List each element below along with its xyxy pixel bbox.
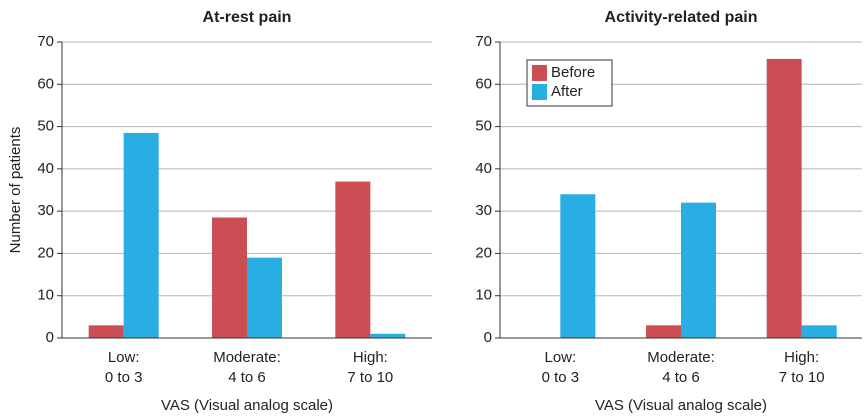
x-tick-label: Low: — [544, 349, 576, 366]
bar — [560, 194, 596, 338]
bar — [681, 202, 716, 338]
bar — [646, 325, 681, 338]
chart-title: Activity-related pain — [605, 9, 758, 26]
bar — [212, 217, 247, 338]
y-tick-label: 60 — [37, 75, 54, 92]
y-tick-label: 0 — [484, 329, 492, 346]
y-tick-label: 60 — [475, 75, 492, 92]
y-tick-label: 40 — [475, 160, 492, 177]
x-tick-label: High: — [353, 349, 388, 366]
chart: At-rest pain 0 10 20 30 40 50 60 70 Low: 0 to 3 Mod… — [7, 9, 432, 414]
y-tick-label: 30 — [475, 202, 492, 219]
x-tick-label: 7 to 10 — [779, 369, 825, 386]
y-tick-label: 50 — [37, 118, 54, 135]
x-tick-label: Moderate: — [647, 349, 715, 366]
x-axis-label: VAS (Visual analog scale) — [161, 397, 333, 414]
bar — [335, 181, 371, 338]
y-tick-label: 40 — [37, 160, 54, 177]
y-tick-label: 30 — [37, 202, 54, 219]
legend-label: After — [551, 83, 583, 100]
legend-swatch — [532, 65, 547, 81]
chart: Activity-related pain 0 10 20 30 40 50 60 70 Low:… — [475, 9, 862, 414]
y-tick-label: 0 — [46, 329, 54, 346]
x-tick-label: 0 to 3 — [105, 369, 143, 386]
x-tick-label: Moderate: — [213, 349, 281, 366]
y-tick-label: 10 — [37, 287, 54, 304]
y-tick-label: 10 — [475, 287, 492, 304]
x-axis-label: VAS (Visual analog scale) — [595, 397, 767, 414]
bar — [123, 132, 159, 338]
bar — [766, 58, 802, 339]
bar — [801, 325, 837, 338]
y-tick-label: 20 — [475, 244, 492, 261]
x-tick-label: 4 to 6 — [228, 369, 266, 386]
y-axis-label: Number of patients — [7, 127, 24, 254]
y-tick-label: 20 — [37, 244, 54, 261]
x-tick-label: High: — [784, 349, 819, 366]
x-tick-label: Low: — [108, 349, 140, 366]
y-tick-label: 70 — [475, 33, 492, 50]
legend-swatch — [532, 84, 547, 100]
legend: Before After — [526, 59, 613, 107]
bar — [88, 325, 124, 338]
chart-title: At-rest pain — [203, 9, 292, 26]
bar — [370, 333, 406, 338]
bar — [247, 257, 282, 338]
x-tick-label: 4 to 6 — [662, 369, 700, 386]
x-tick-label: 0 to 3 — [542, 369, 580, 386]
y-tick-label: 50 — [475, 118, 492, 135]
x-tick-label: 7 to 10 — [347, 369, 393, 386]
legend-label: Before — [551, 64, 595, 81]
y-tick-label: 70 — [37, 33, 54, 50]
